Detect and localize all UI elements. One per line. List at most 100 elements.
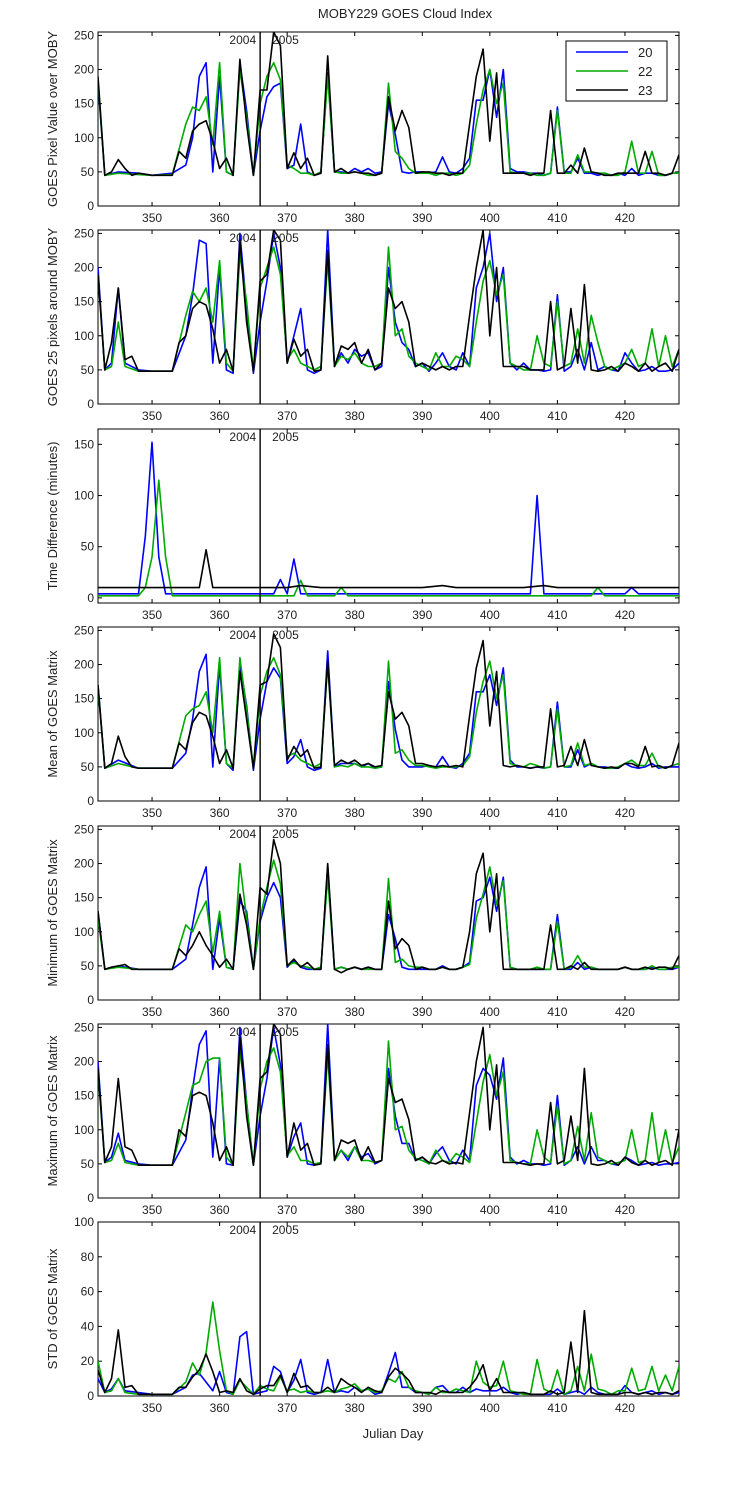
x-tick-label: 400 [480,806,500,820]
x-tick-label: 420 [615,1401,635,1415]
series-line-22 [98,246,679,373]
series-line-23 [98,632,679,770]
x-tick-label: 390 [412,1203,432,1217]
x-tick-label: 380 [345,608,365,622]
series-line-23 [98,1309,679,1396]
x-tick-label: 390 [412,608,432,622]
y-tick-label: 250 [74,623,94,637]
x-tick-label: 350 [142,1401,162,1415]
y-tick-label: 200 [74,857,94,871]
x-tick-label: 380 [345,1005,365,1019]
x-tick-label: 410 [547,1005,567,1019]
x-tick-label: 360 [210,806,230,820]
y-tick-label: 150 [74,891,94,905]
y-tick-label: 150 [74,295,94,309]
panel-1: 0 50 100 150 200 250 350 360 370 380 390 400 410 420 2… [45,28,680,225]
figure-title: MOBY229 GOES Cloud Index [318,6,493,21]
x-tick-label: 390 [412,409,432,423]
x-tick-label: 370 [277,1005,297,1019]
x-tick-label: 360 [210,1203,230,1217]
x-tick-label: 400 [480,211,500,225]
y-tick-label: 250 [74,28,94,42]
x-tick-label: 410 [547,409,567,423]
series-line-23 [98,1024,679,1166]
x-tick-label: 420 [615,409,635,423]
y-axis-label: GOES Pixel Value over MOBY [45,31,60,207]
x-tick-label: 420 [615,806,635,820]
x-tick-label: 380 [345,1203,365,1217]
panel-5: 0 50 100 150 200 250 350 360 370 380 390 400 410 420 2… [45,822,680,1019]
x-tick-label: 410 [547,211,567,225]
x-tick-label: 420 [615,1005,635,1019]
x-tick-label: 400 [480,1005,500,1019]
x-tick-label: 370 [277,211,297,225]
y-tick-label: 150 [74,692,94,706]
panel-7: 0 20 40 60 80 100 350 360 370 380 390 400 410 420 2004… [45,1215,680,1415]
year-label-2004: 2004 [229,231,256,245]
x-tick-label: 360 [210,409,230,423]
plot-area [97,626,680,802]
year-label-2004: 2004 [229,430,256,444]
y-axis-label: Minimum of GOES Matrix [45,839,60,987]
y-tick-label: 200 [74,63,94,77]
series-line-22 [98,479,679,597]
y-tick-label: 50 [81,1157,95,1171]
x-tick-label: 360 [210,1005,230,1019]
y-tick-label: 250 [74,226,94,240]
series-group [98,1301,679,1396]
x-axis-label: Julian Day [363,1426,424,1441]
plot-area [97,825,680,1001]
year-label-2005: 2005 [272,827,299,841]
series-group [98,230,679,375]
y-tick-label: 0 [87,794,94,808]
year-label-2004: 2004 [229,1223,256,1237]
x-tick-label: 390 [412,211,432,225]
x-tick-label: 420 [615,608,635,622]
x-tick-label: 350 [142,806,162,820]
legend-label-22: 22 [638,64,652,79]
panel-6: 0 50 100 150 200 250 350 360 370 380 390 400 410 420 2… [45,1020,680,1217]
y-tick-label: 0 [87,199,94,213]
year-label-2005: 2005 [272,231,299,245]
y-tick-label: 50 [81,165,95,179]
y-tick-label: 0 [87,1389,94,1403]
series-group [98,32,679,177]
y-tick-label: 100 [74,726,94,740]
x-tick-label: 360 [210,608,230,622]
y-tick-label: 0 [87,397,94,411]
x-tick-label: 380 [345,806,365,820]
y-tick-label: 250 [74,822,94,836]
year-label-2004: 2004 [229,33,256,47]
x-tick-label: 370 [277,608,297,622]
x-tick-label: 390 [412,806,432,820]
y-tick-label: 0 [87,993,94,1007]
y-tick-label: 50 [81,540,95,554]
panel-3: 0 50 100 150 350 360 370 380 390 400 410 420 2004 200… [45,428,680,622]
series-line-22 [98,1040,679,1166]
y-tick-label: 150 [74,437,94,451]
x-tick-label: 390 [412,1401,432,1415]
year-label-2005: 2005 [272,430,299,444]
x-tick-label: 410 [547,806,567,820]
y-tick-label: 250 [74,1020,94,1034]
x-tick-label: 400 [480,409,500,423]
x-tick-label: 400 [480,608,500,622]
series-line-20 [98,1330,679,1396]
y-tick-label: 50 [81,363,95,377]
x-tick-label: 390 [412,1005,432,1019]
y-tick-label: 200 [74,261,94,275]
x-tick-label: 350 [142,608,162,622]
x-tick-label: 370 [277,409,297,423]
y-axis-label: GOES 25 pixels around MOBY [45,227,60,406]
year-label-2005: 2005 [272,1223,299,1237]
y-tick-label: 100 [74,1123,94,1137]
x-tick-label: 370 [277,1203,297,1217]
legend-label-20: 20 [638,45,652,60]
y-tick-label: 80 [81,1250,95,1264]
x-tick-label: 400 [480,1203,500,1217]
x-tick-label: 420 [615,211,635,225]
y-tick-label: 100 [74,131,94,145]
y-tick-label: 200 [74,1055,94,1069]
